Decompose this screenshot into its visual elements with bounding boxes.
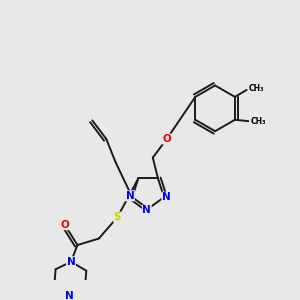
Text: N: N xyxy=(65,291,74,300)
Text: S: S xyxy=(114,212,121,222)
Text: CH₃: CH₃ xyxy=(249,84,264,93)
Text: O: O xyxy=(61,220,69,230)
Text: CH₃: CH₃ xyxy=(250,117,266,126)
Text: N: N xyxy=(162,192,171,202)
Text: N: N xyxy=(142,205,151,215)
Text: N: N xyxy=(126,191,134,201)
Text: O: O xyxy=(162,134,171,144)
Text: N: N xyxy=(67,257,75,267)
